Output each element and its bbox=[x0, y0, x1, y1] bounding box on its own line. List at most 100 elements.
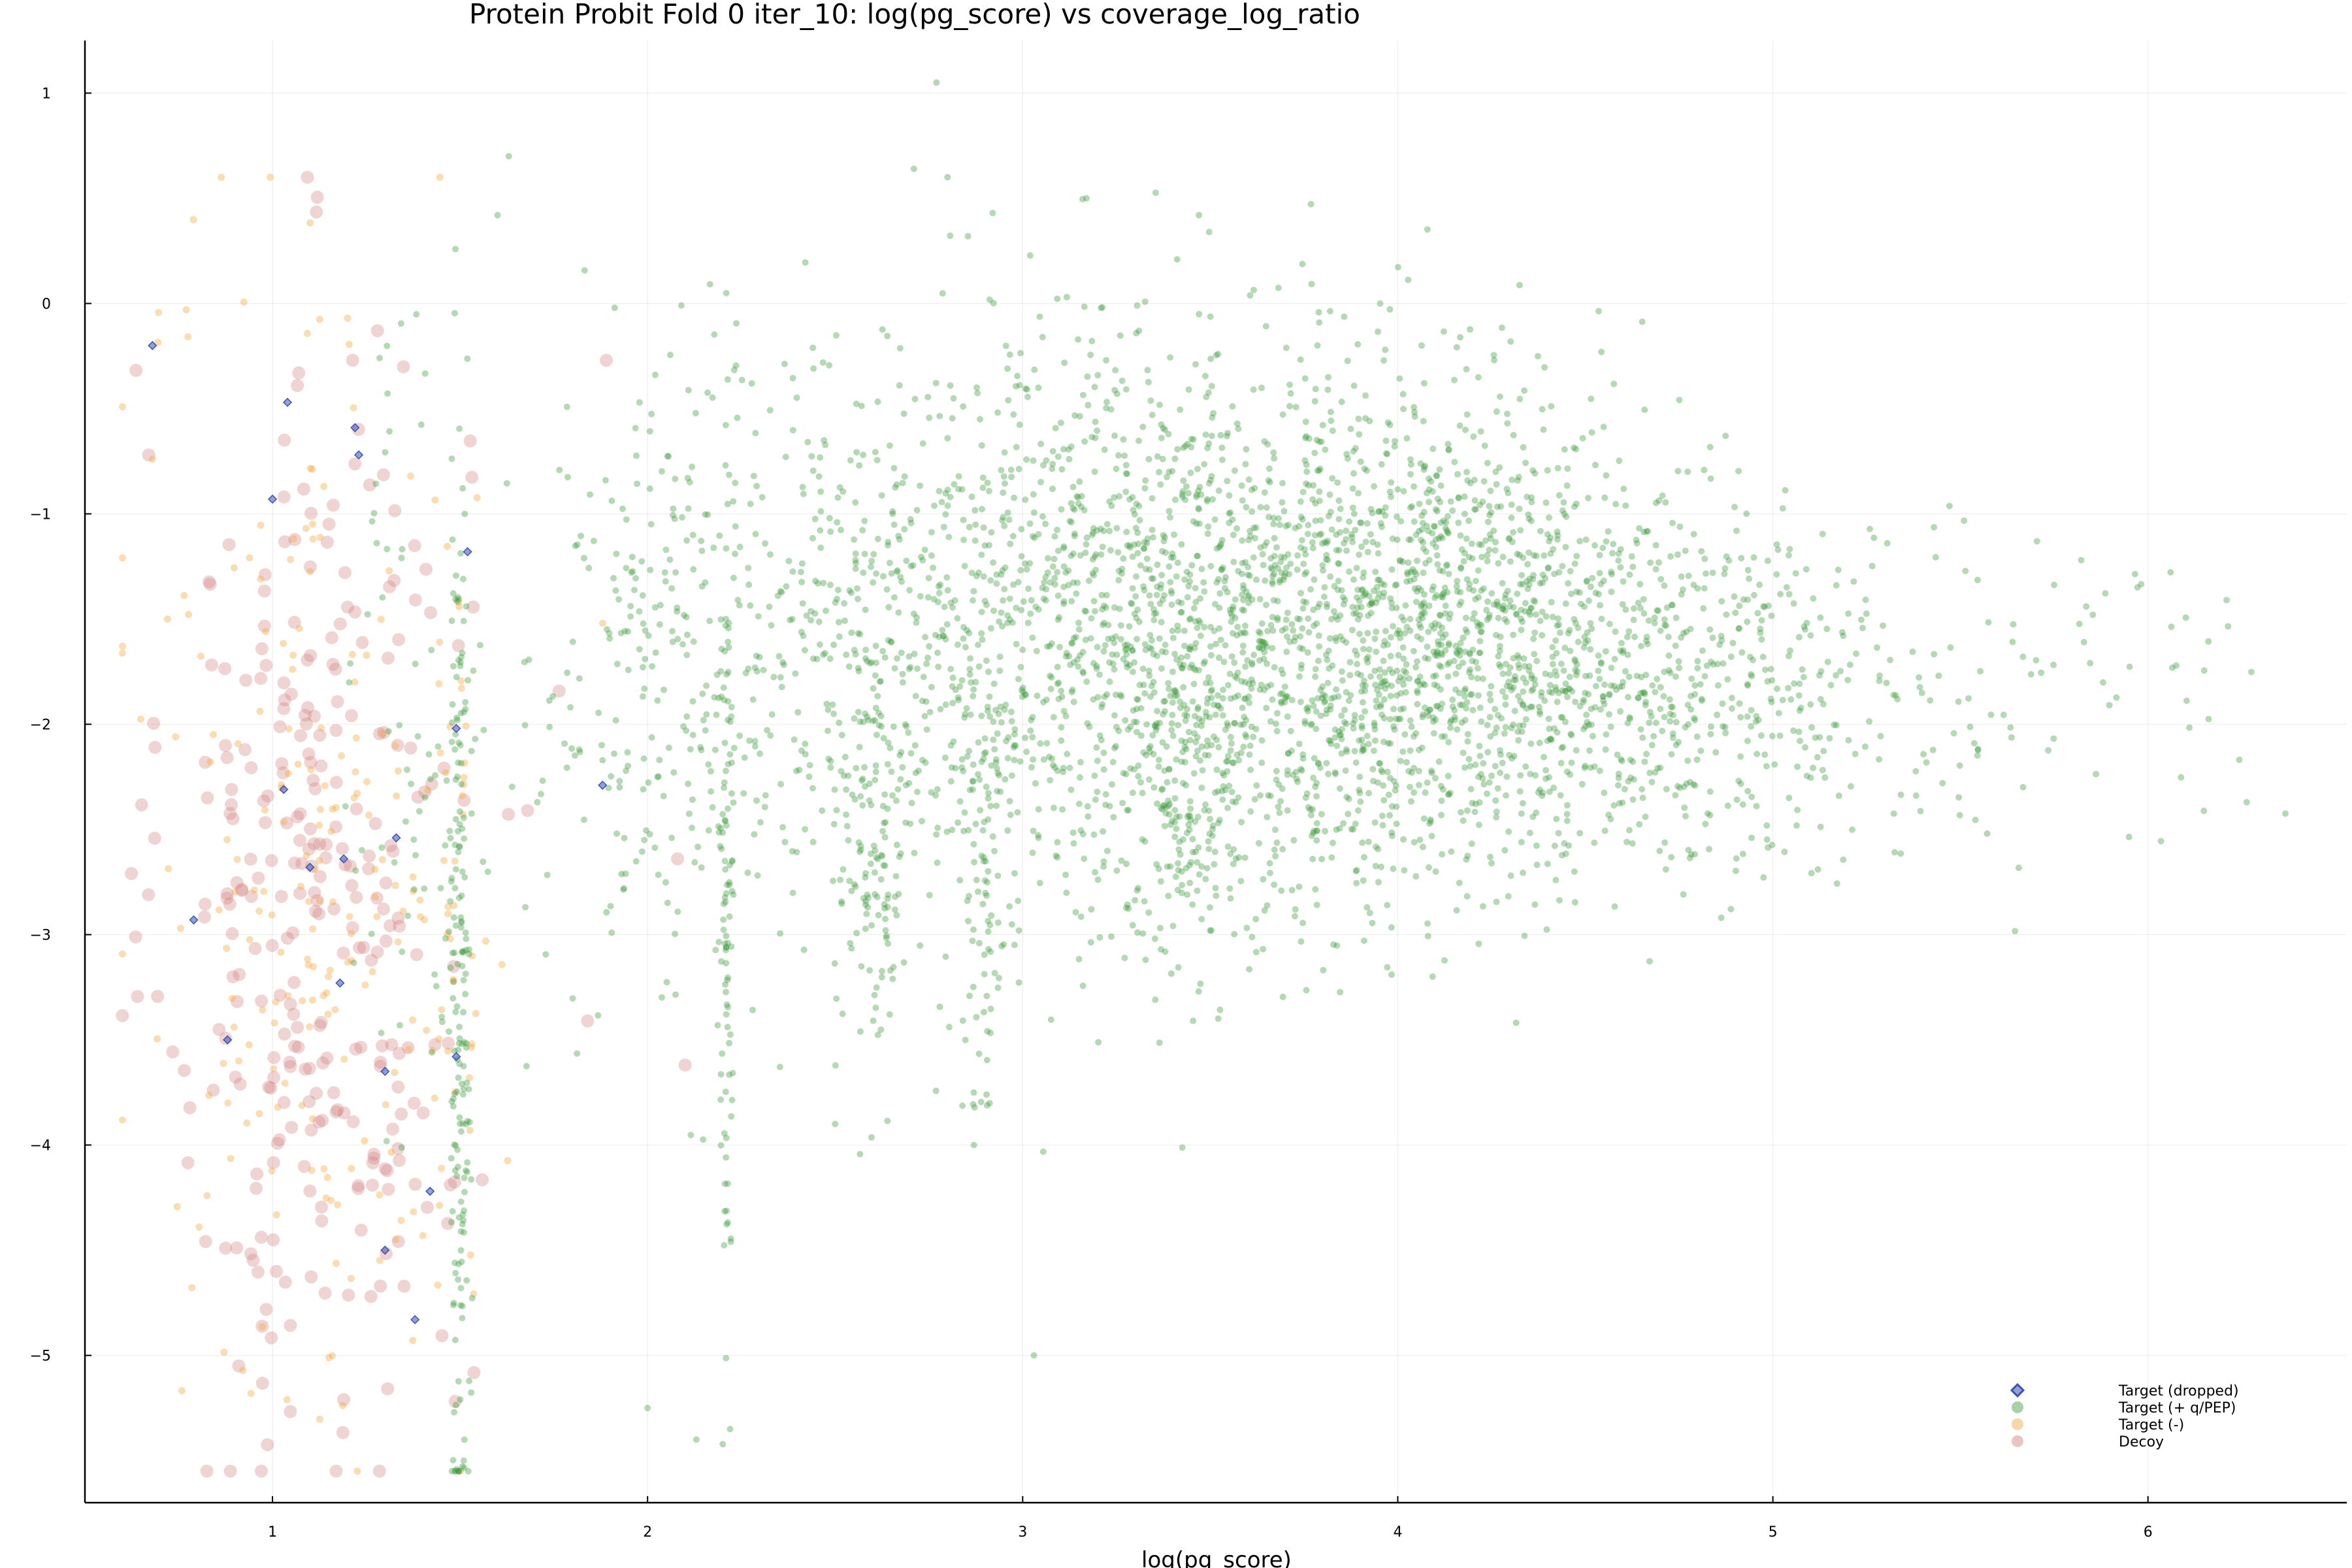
target-q-pep-point bbox=[1525, 511, 1532, 518]
target-q-pep-point bbox=[1228, 740, 1235, 747]
target-q-pep-point bbox=[625, 628, 632, 635]
target-q-pep-point bbox=[1866, 525, 1873, 532]
target-q-pep-point bbox=[1157, 585, 1164, 592]
target-q-pep-point bbox=[1554, 615, 1561, 622]
target-q-pep-point bbox=[352, 867, 359, 874]
target-q-pep-point bbox=[1309, 806, 1316, 813]
target-q-pep-point bbox=[887, 638, 894, 645]
target-q-pep-point bbox=[981, 750, 988, 757]
target-q-pep-point bbox=[949, 683, 956, 690]
decoy-point bbox=[308, 904, 322, 918]
target-q-pep-point bbox=[884, 760, 891, 768]
target-point bbox=[231, 888, 239, 896]
target-q-pep-point bbox=[1603, 472, 1610, 479]
target-q-pep-point bbox=[1382, 437, 1390, 444]
target-q-pep-point bbox=[1400, 681, 1407, 688]
target-q-pep-point bbox=[1392, 581, 1399, 589]
target-q-pep-point bbox=[832, 1062, 839, 1069]
target-q-pep-point bbox=[1258, 384, 1266, 391]
target-q-pep-point bbox=[703, 682, 710, 689]
target-q-pep-point bbox=[1303, 468, 1311, 475]
target-q-pep-point bbox=[1639, 786, 1646, 793]
target-series bbox=[118, 173, 606, 1475]
target-q-pep-point bbox=[1472, 800, 1479, 808]
target-q-pep-point bbox=[1683, 629, 1690, 636]
target-q-pep-point bbox=[1243, 504, 1250, 511]
target-q-pep-point bbox=[1603, 731, 1610, 738]
decoy-point bbox=[287, 856, 301, 870]
target-q-pep-point bbox=[1047, 1016, 1054, 1023]
target-q-pep-point bbox=[451, 746, 459, 753]
target-q-pep-point bbox=[1455, 494, 1462, 501]
target-q-pep-point bbox=[734, 596, 742, 604]
target-q-pep-point bbox=[1071, 412, 1079, 419]
target-q-pep-point bbox=[728, 1096, 736, 1103]
target-q-pep-point bbox=[1229, 403, 1236, 410]
target-q-pep-point bbox=[1248, 723, 1255, 730]
target-q-pep-point bbox=[724, 1180, 731, 1187]
target-q-pep-point bbox=[874, 398, 881, 405]
target-q-pep-point bbox=[683, 537, 691, 544]
target-q-pep-point bbox=[1573, 500, 1580, 508]
target-q-pep-point bbox=[1554, 529, 1561, 536]
target-q-pep-point bbox=[1531, 901, 1539, 908]
target-q-pep-point bbox=[966, 787, 973, 794]
target-q-pep-point bbox=[742, 670, 749, 677]
target-q-pep-point bbox=[1492, 706, 1499, 713]
target-q-pep-point bbox=[1239, 581, 1247, 589]
target-q-pep-point bbox=[1070, 698, 1077, 706]
target-q-pep-point bbox=[1744, 713, 1751, 720]
target-q-pep-point bbox=[1271, 552, 1278, 559]
target-q-pep-point bbox=[1610, 540, 1617, 547]
target-q-pep-point bbox=[1556, 492, 1563, 499]
target-q-pep-point bbox=[1388, 479, 1395, 486]
target-q-pep-point bbox=[1313, 902, 1320, 909]
target-q-pep-point bbox=[1224, 758, 1232, 765]
target-q-pep-point bbox=[861, 764, 868, 771]
target-q-pep-point bbox=[1522, 608, 1529, 615]
target-q-pep-point bbox=[1475, 692, 1482, 699]
target-q-pep-point bbox=[967, 655, 974, 662]
target-q-pep-point bbox=[443, 777, 450, 784]
target-q-pep-point bbox=[379, 594, 386, 601]
target-q-pep-point bbox=[919, 557, 926, 564]
target-q-pep-point bbox=[1500, 602, 1507, 610]
target-q-pep-point bbox=[1168, 601, 1175, 608]
target-q-pep-point bbox=[1323, 600, 1330, 608]
target-q-pep-point bbox=[1190, 665, 1198, 672]
target-q-pep-point bbox=[1480, 478, 1488, 485]
target-q-pep-point bbox=[1519, 581, 1526, 588]
target-q-pep-point bbox=[1171, 693, 1179, 700]
target-q-pep-point bbox=[1456, 422, 1463, 429]
target-q-pep-point bbox=[660, 792, 667, 800]
target-point bbox=[391, 1069, 399, 1077]
target-q-pep-point bbox=[964, 917, 972, 924]
target-q-pep-point bbox=[987, 1030, 994, 1037]
target-q-pep-point bbox=[1308, 280, 1315, 287]
target-q-pep-point bbox=[1032, 603, 1039, 610]
target-q-pep-point bbox=[724, 805, 731, 812]
target-q-pep-point bbox=[1258, 620, 1266, 627]
target-q-pep-point bbox=[636, 399, 643, 406]
decoy-point bbox=[397, 1279, 411, 1293]
target-q-pep-point bbox=[1739, 851, 1746, 858]
target-q-pep-point bbox=[1139, 789, 1146, 796]
target-q-pep-point bbox=[1176, 813, 1183, 820]
decoy-point bbox=[344, 709, 358, 723]
decoy-point bbox=[250, 1167, 264, 1181]
decoy-point bbox=[212, 1022, 226, 1036]
target-q-pep-point bbox=[1546, 725, 1553, 732]
target-q-pep-point bbox=[1520, 688, 1527, 695]
target-q-pep-point bbox=[1376, 576, 1383, 583]
target-q-pep-point bbox=[1247, 572, 1254, 580]
target-q-pep-point bbox=[1196, 757, 1203, 764]
target-q-pep-point bbox=[1258, 681, 1265, 689]
target-q-pep-point bbox=[1092, 418, 1099, 425]
target-q-pep-point bbox=[587, 491, 594, 498]
target-q-pep-point bbox=[1434, 495, 1441, 502]
target-q-pep-point bbox=[1362, 682, 1369, 689]
target-q-pep-point bbox=[1173, 573, 1180, 580]
target-q-pep-point bbox=[1159, 596, 1166, 603]
target-q-pep-point bbox=[1160, 538, 1168, 545]
target-q-pep-point bbox=[1503, 683, 1511, 690]
